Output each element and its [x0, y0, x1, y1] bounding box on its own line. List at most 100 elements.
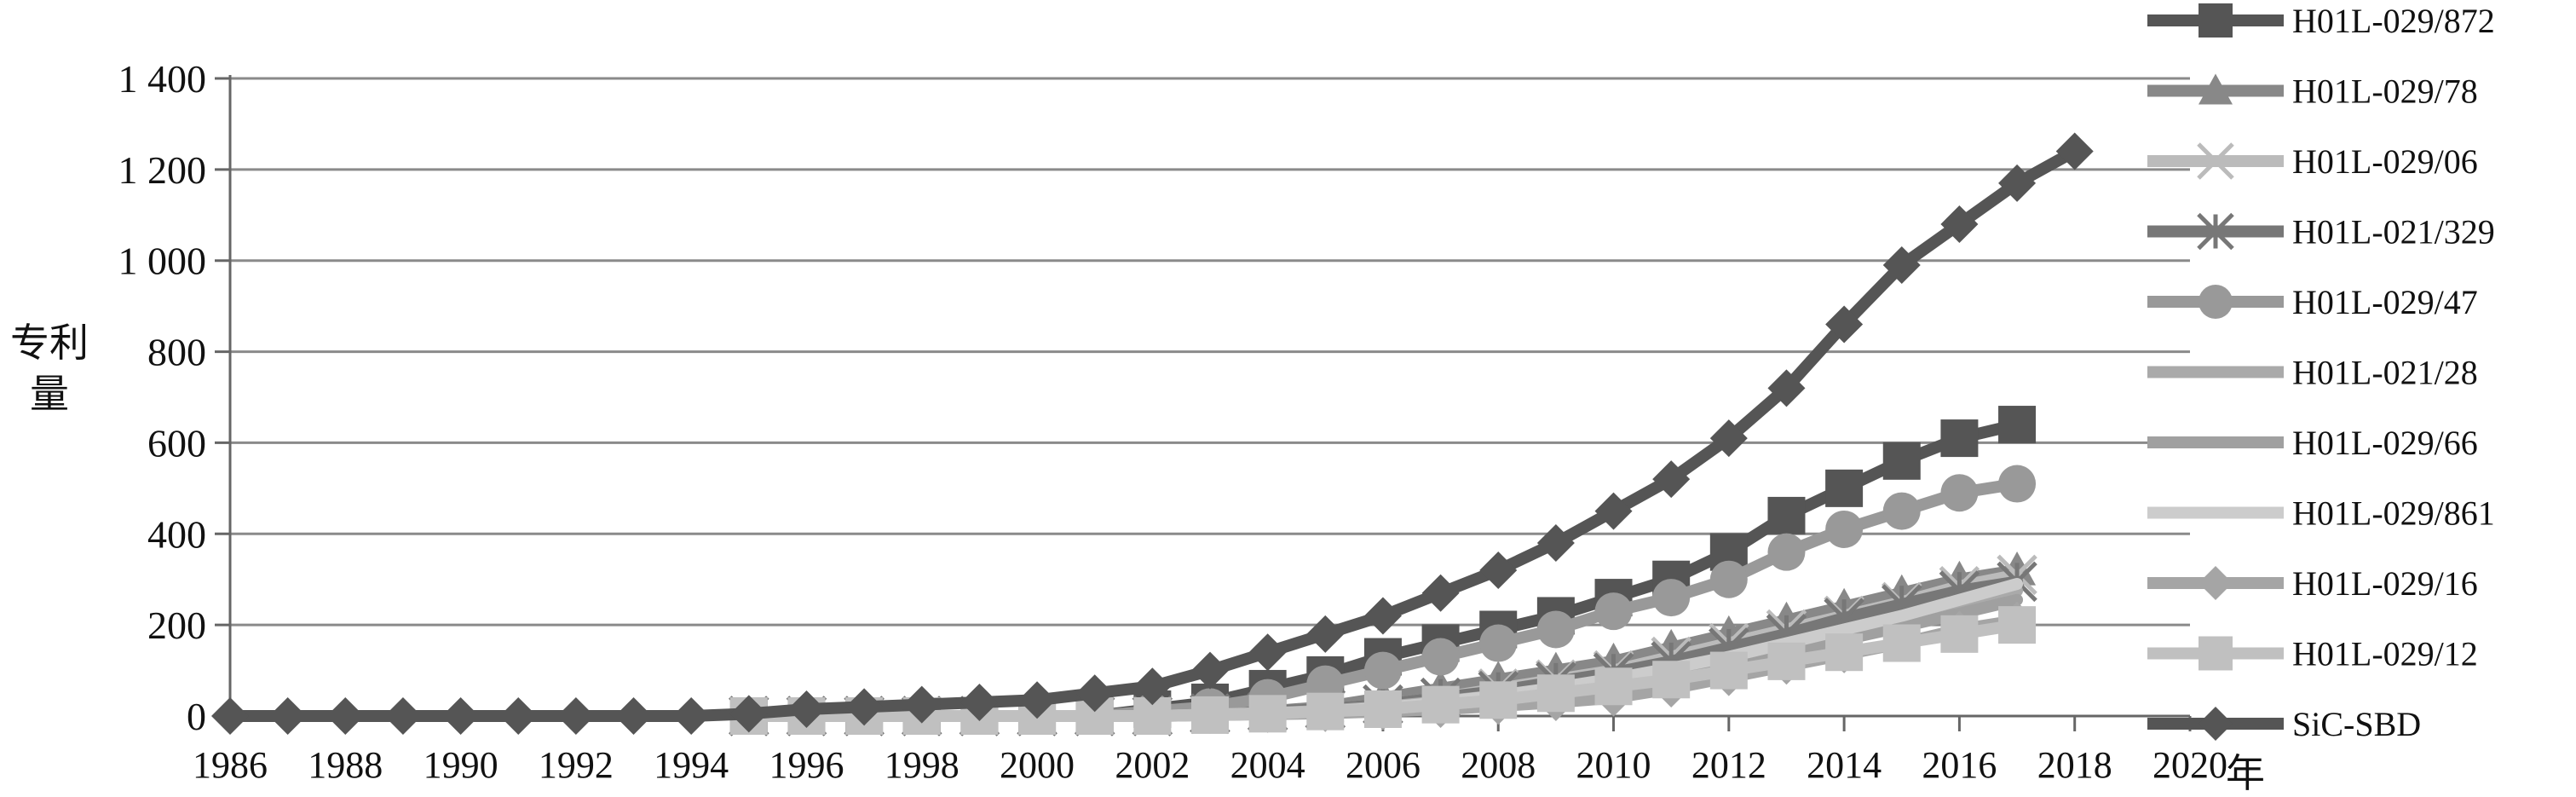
data-point-0-22	[1998, 406, 2037, 444]
series-10	[211, 132, 2094, 735]
legend-label-2: H01L-029/06	[2292, 142, 2478, 181]
legend: H01L-029/872 H01L-029/78 H01L-029/06 H01L-0…	[2147, 2, 2495, 743]
legend-marker-1	[2199, 73, 2233, 105]
data-point-9-10	[1306, 692, 1345, 731]
data-point-4-22	[1998, 465, 2037, 503]
data-point-10-24	[1594, 492, 1633, 530]
data-point-9-18	[1767, 642, 1806, 680]
data-point-10-18	[1248, 633, 1287, 672]
legend-label-7: H01L-029/861	[2292, 494, 2495, 533]
data-point-10-8	[672, 697, 711, 735]
data-point-9-11	[1363, 690, 1402, 728]
data-point-4-13	[1479, 624, 1518, 662]
data-point-9-17	[1709, 651, 1748, 690]
legend-label-8: H01L-029/16	[2292, 564, 2478, 603]
data-point-9-16	[1652, 661, 1691, 699]
data-point-10-12	[902, 685, 941, 724]
data-point-9-15	[1594, 667, 1633, 706]
legend-marker-10	[2199, 707, 2233, 741]
legend-marker-3	[2197, 212, 2234, 251]
data-point-10-31	[1998, 164, 2037, 202]
data-point-9-20	[1882, 624, 1921, 662]
axis-labels: 专利 量 年	[10, 321, 2265, 795]
data-point-10-1	[268, 697, 307, 735]
legend-label-5: H01L-021/28	[2292, 354, 2478, 392]
gridlines	[230, 77, 2190, 627]
data-point-4-12	[1421, 638, 1460, 676]
data-point-10-29	[1882, 246, 1921, 285]
data-point-10-16	[1133, 667, 1172, 706]
legend-label-10: SiC-SBD	[2292, 705, 2421, 743]
x-tick-label-11: 2008	[1461, 744, 1536, 786]
data-point-4-17	[1709, 560, 1748, 598]
data-point-10-17	[1191, 651, 1229, 690]
legend-swatch-6	[2147, 436, 2284, 448]
legend-label-9: H01L-029/12	[2292, 635, 2478, 673]
data-point-10-5	[499, 697, 538, 735]
legend-marker-9	[2199, 636, 2233, 671]
data-point-10-11	[845, 688, 884, 726]
data-point-4-18	[1767, 533, 1806, 571]
data-point-9-14	[1536, 674, 1575, 713]
x-tick-label-5: 1996	[769, 744, 844, 786]
data-point-10-23	[1536, 523, 1575, 562]
x-tick-label-6: 1998	[885, 744, 960, 786]
legend-label-6: H01L-029/66	[2292, 424, 2478, 462]
data-point-9-12	[1421, 685, 1460, 724]
data-point-9-13	[1479, 681, 1518, 719]
legend-marker-0	[2199, 3, 2233, 38]
data-point-10-28	[1825, 305, 1864, 344]
x-tick-label-17: 2020	[2152, 744, 2227, 786]
data-point-10-22	[1479, 552, 1518, 590]
data-point-10-15	[1075, 674, 1114, 713]
legend-label-0: H01L-029/872	[2292, 2, 2495, 40]
x-tick-label-9: 2004	[1230, 744, 1305, 786]
data-point-0-18	[1767, 496, 1806, 534]
data-point-10-19	[1306, 615, 1345, 653]
y-tick-label-2: 400	[147, 512, 206, 556]
x-tick-label-8: 2002	[1115, 744, 1190, 786]
legend-swatch-7	[2147, 506, 2284, 519]
x-tick-label-2: 1990	[424, 744, 498, 786]
legend-marker-8	[2199, 566, 2233, 600]
y-tick-label-5: 1 000	[118, 240, 207, 283]
x-tick-label-0: 1986	[193, 744, 268, 786]
data-point-4-16	[1652, 579, 1691, 617]
data-point-10-21	[1421, 574, 1460, 612]
x-tick-label-4: 1994	[654, 744, 729, 786]
data-point-10-7	[614, 697, 653, 735]
y-tick-label-1: 200	[147, 604, 206, 647]
x-tick-label-12: 2010	[1576, 744, 1651, 786]
data-point-10-6	[556, 697, 595, 735]
data-point-9-22	[1998, 606, 2037, 644]
data-point-9-8	[1191, 696, 1229, 734]
data-point-10-14	[1018, 681, 1057, 719]
legend-label-3: H01L-021/329	[2292, 213, 2495, 251]
y-tick-label-6: 1 200	[118, 148, 207, 192]
legend-marker-2	[2197, 142, 2234, 180]
data-point-10-9	[729, 695, 768, 733]
x-tick-label-7: 2000	[1000, 744, 1075, 786]
data-point-0-20	[1882, 442, 1921, 480]
data-point-10-30	[1940, 205, 1979, 243]
y-tick-label-3: 600	[147, 421, 206, 465]
data-point-10-25	[1652, 460, 1691, 499]
y-axis-label-line-2: 量	[30, 373, 69, 416]
x-axis-unit-label: 年	[2226, 752, 2265, 795]
data-point-4-15	[1594, 592, 1633, 631]
x-tick-label-16: 2018	[2037, 744, 2112, 786]
data-point-10-4	[441, 697, 480, 735]
data-point-10-2	[326, 697, 365, 735]
legend-marker-4	[2199, 285, 2233, 319]
data-point-10-20	[1363, 597, 1402, 635]
data-point-10-26	[1709, 419, 1748, 458]
y-tick-label-0: 0	[187, 695, 206, 738]
x-tick-label-3: 1992	[539, 744, 614, 786]
x-tick-label-15: 2016	[1922, 744, 1997, 786]
series-layer	[211, 132, 2094, 736]
data-point-9-9	[1248, 695, 1287, 733]
data-point-4-20	[1882, 492, 1921, 530]
x-tick-label-10: 2006	[1346, 744, 1421, 786]
y-tick-label-4: 800	[147, 331, 206, 374]
